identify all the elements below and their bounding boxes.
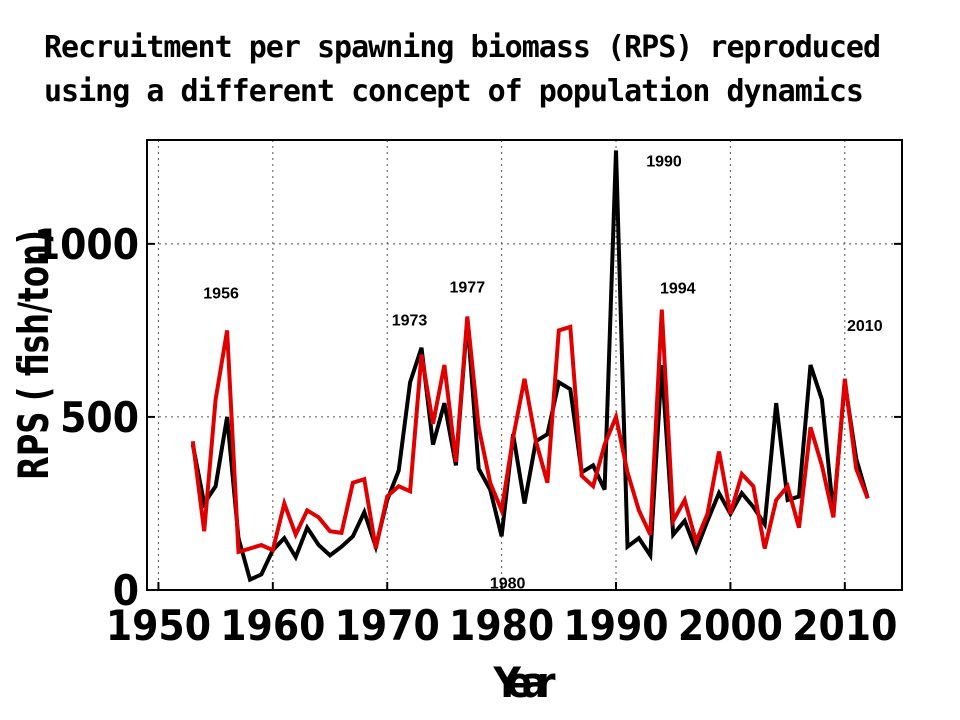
plot-frame: [146, 139, 903, 591]
chart-title-line-1: Recruitment per spawning biomass (RPS) r…: [44, 30, 881, 65]
annotation-label: 1977: [450, 280, 486, 297]
y-axis-label: RPS ( fish/ton): [9, 230, 58, 480]
x-axis-label: Year: [493, 658, 556, 707]
x-tick-label: 1950: [106, 601, 211, 650]
y-tick-label: 500: [60, 393, 139, 442]
x-tick-label: 1970: [335, 601, 440, 650]
series-lines: [190, 150, 870, 583]
annotation-label: 1980: [490, 575, 526, 592]
annotation-label: 1956: [203, 285, 239, 302]
chart-title: Recruitment per spawning biomass (RPS) r…: [44, 26, 944, 114]
annotation-label: 2010: [847, 318, 883, 335]
chart-title-line-2: using a different concept of population …: [44, 74, 864, 109]
gridlines: [147, 140, 902, 590]
x-tick-label: 2000: [678, 601, 783, 650]
series-line-red: [190, 309, 870, 555]
x-tick-label: 1980: [449, 601, 554, 650]
y-tick-label: 0: [113, 566, 139, 615]
series-line-black: [190, 150, 870, 583]
y-tick-label: 1000: [34, 220, 139, 269]
x-tick-label: 1960: [220, 601, 325, 650]
x-tick-label: 1990: [563, 601, 668, 650]
annotation-label: 1990: [646, 153, 682, 170]
annotation-label: 1994: [660, 281, 696, 298]
annotations: 1956 1973 1977 1980 1990 1994 2010: [203, 153, 882, 592]
annotation-label: 1973: [392, 313, 428, 330]
x-tick-label: 2010: [792, 601, 897, 650]
